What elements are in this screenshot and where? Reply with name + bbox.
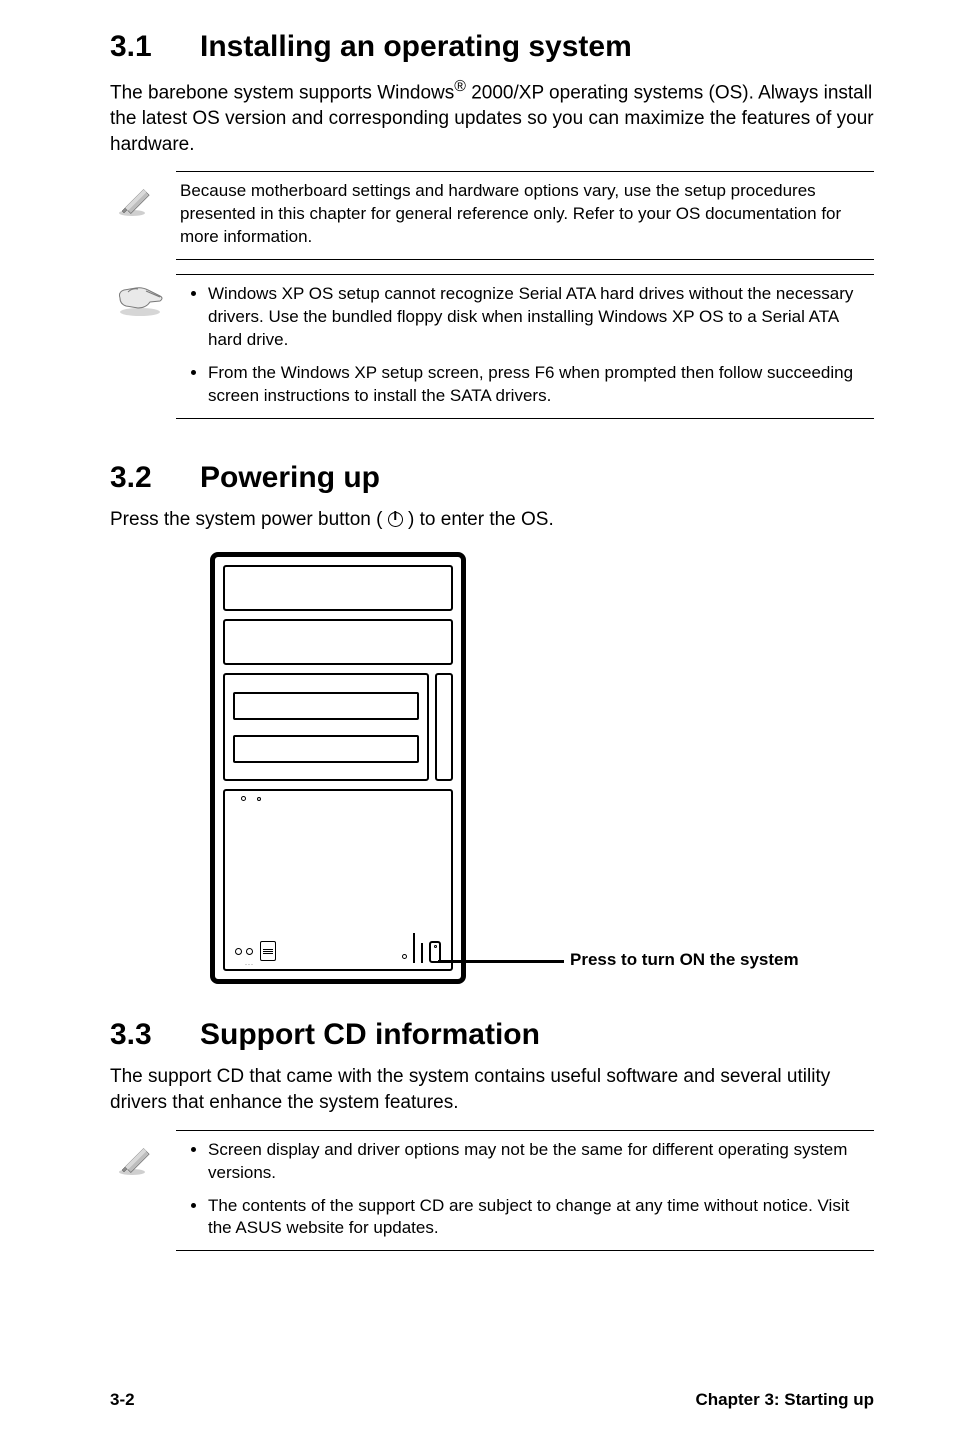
optical-bay-2 <box>223 619 453 665</box>
note-block-hand: Windows XP OS setup cannot recognize Ser… <box>110 274 874 419</box>
section-3-1-body: The barebone system supports Windows® 20… <box>110 76 874 157</box>
registered-mark: ® <box>454 78 466 95</box>
note-block-pencil-2: Screen display and driver options may no… <box>110 1130 874 1252</box>
jack-icon <box>241 796 246 801</box>
note-content: Windows XP OS setup cannot recognize Ser… <box>176 274 874 419</box>
page-footer: 3-2 Chapter 3: Starting up <box>110 1390 874 1410</box>
section-3-3-body: The support CD that came with the system… <box>110 1064 874 1115</box>
tower-case: ··· <box>210 552 466 984</box>
chapter-label: Chapter 3: Starting up <box>695 1390 874 1410</box>
card-slot-icon <box>260 941 276 961</box>
optical-bay-1 <box>223 565 453 611</box>
note-text: Because motherboard settings and hardwar… <box>180 181 841 246</box>
pointing-hand-icon <box>116 274 176 323</box>
section-number: 3.3 <box>110 1018 200 1052</box>
section-number: 3.2 <box>110 461 200 495</box>
section-heading: Support CD information <box>200 1018 540 1051</box>
vertical-slot <box>435 673 453 781</box>
pencil-icon <box>116 1130 176 1183</box>
dots-icon: ··· <box>245 962 254 968</box>
section-number: 3.1 <box>110 30 200 64</box>
power-icon <box>388 512 403 527</box>
section-3-3-title: 3.3Support CD information <box>110 1018 874 1052</box>
note-content: Because motherboard settings and hardwar… <box>176 171 874 260</box>
tower-diagram: ··· Press to turn ON the system <box>110 552 874 984</box>
diagram-container: ··· Press to turn ON the system <box>210 552 466 984</box>
floppy-slot-1 <box>233 692 419 720</box>
note-list: Windows XP OS setup cannot recognize Ser… <box>180 283 870 408</box>
callout-label: Press to turn ON the system <box>570 950 799 970</box>
divider-icon <box>421 943 423 963</box>
page-number: 3-2 <box>110 1390 135 1410</box>
power-text-post: ) to enter the OS. <box>408 509 554 530</box>
reset-icon <box>402 954 407 959</box>
section-3-1-title: 3.1Installing an operating system <box>110 30 874 64</box>
front-io-cluster <box>235 941 276 961</box>
floppy-slot-2 <box>233 735 419 763</box>
power-area <box>402 933 441 963</box>
tower-front-panel: ··· <box>223 789 453 971</box>
note-list-item: From the Windows XP setup screen, press … <box>208 362 870 408</box>
section-3-2-title: 3.2Powering up <box>110 461 874 495</box>
note-content: Screen display and driver options may no… <box>176 1130 874 1252</box>
mid-row <box>223 673 453 781</box>
mic-icon <box>257 797 261 801</box>
divider-icon <box>413 933 415 963</box>
note-list: Screen display and driver options may no… <box>180 1139 870 1241</box>
note-list-item: The contents of the support CD are subje… <box>208 1195 870 1241</box>
section-heading: Installing an operating system <box>200 30 632 63</box>
led-icon <box>235 948 242 955</box>
section-3-2-body: Press the system power button ( ) to ent… <box>110 507 874 533</box>
note-block-pencil-1: Because motherboard settings and hardwar… <box>110 171 874 260</box>
led-icon <box>246 948 253 955</box>
floppy-bay <box>223 673 429 781</box>
page: 3.1Installing an operating system The ba… <box>0 0 954 1438</box>
body-text-pre: The barebone system supports Windows <box>110 82 454 103</box>
callout-line <box>438 960 564 963</box>
note-list-item: Windows XP OS setup cannot recognize Ser… <box>208 283 870 352</box>
note-list-item: Screen display and driver options may no… <box>208 1139 870 1185</box>
pencil-icon <box>116 171 176 224</box>
section-heading: Powering up <box>200 461 380 494</box>
power-text-pre: Press the system power button ( <box>110 509 382 530</box>
